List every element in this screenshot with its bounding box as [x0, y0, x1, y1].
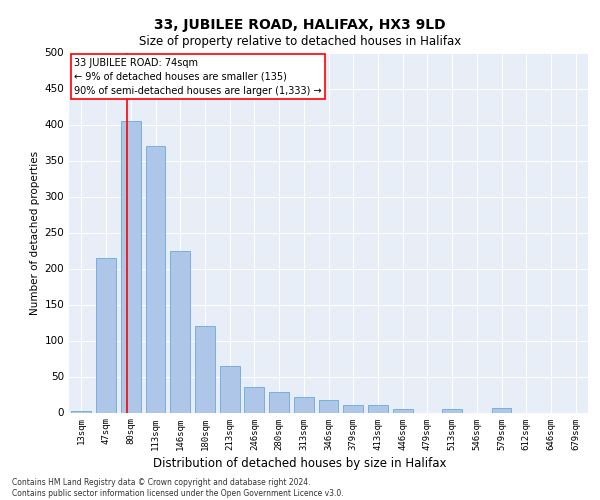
Bar	[195, 326, 215, 412]
Bar	[491, 408, 511, 412]
Text: Distribution of detached houses by size in Halifax: Distribution of detached houses by size …	[153, 458, 447, 470]
Bar	[393, 409, 413, 412]
Bar	[96, 258, 116, 412]
Bar	[220, 366, 239, 412]
Bar	[343, 406, 363, 412]
Bar	[319, 400, 338, 412]
Text: Size of property relative to detached houses in Halifax: Size of property relative to detached ho…	[139, 35, 461, 48]
Bar	[294, 396, 314, 412]
Bar	[269, 392, 289, 412]
Bar	[121, 121, 140, 412]
Text: 33, JUBILEE ROAD, HALIFAX, HX3 9LD: 33, JUBILEE ROAD, HALIFAX, HX3 9LD	[154, 18, 446, 32]
Text: Contains HM Land Registry data © Crown copyright and database right 2024.
Contai: Contains HM Land Registry data © Crown c…	[12, 478, 344, 498]
Bar	[71, 411, 91, 412]
Bar	[442, 409, 462, 412]
Y-axis label: Number of detached properties: Number of detached properties	[30, 150, 40, 314]
Bar	[244, 388, 264, 412]
Text: 33 JUBILEE ROAD: 74sqm
← 9% of detached houses are smaller (135)
90% of semi-det: 33 JUBILEE ROAD: 74sqm ← 9% of detached …	[74, 58, 322, 96]
Bar	[146, 146, 166, 412]
Bar	[368, 406, 388, 412]
Bar	[170, 250, 190, 412]
